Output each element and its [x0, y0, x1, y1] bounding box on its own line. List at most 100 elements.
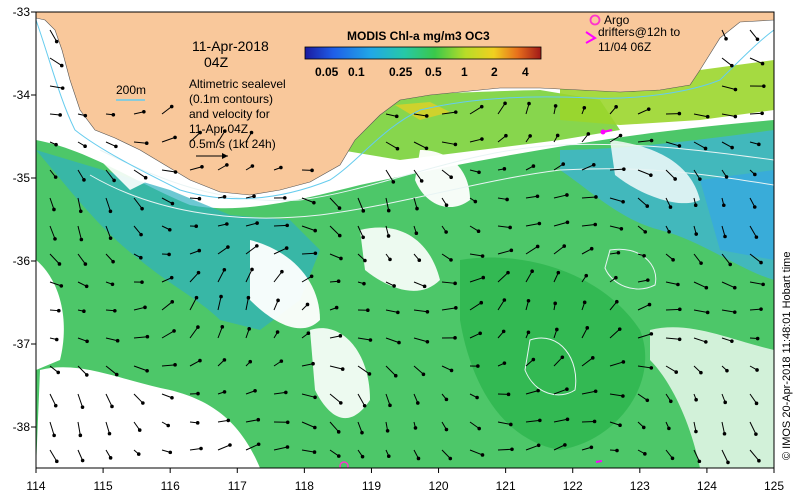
- velocity-arrow-head: [82, 309, 86, 314]
- velocity-arrow: [413, 197, 418, 209]
- velocity-arrow-head: [647, 302, 652, 307]
- velocity-arrow-head: [677, 144, 682, 148]
- velocity-arrow: [105, 365, 118, 375]
- velocity-arrow: [749, 421, 757, 435]
- velocity-arrow-head: [509, 422, 513, 427]
- sealevel-contours: [89, 143, 774, 396]
- velocity-arrow-head: [169, 104, 174, 109]
- velocity-arrow-head: [54, 39, 59, 44]
- velocity-arrow-head: [699, 261, 703, 265]
- x-axis: 114 115 116 117 118 119 120 121 122 123 124 125: [26, 468, 784, 493]
- velocity-arrow-head: [110, 404, 114, 409]
- velocity-arrow-head: [60, 86, 65, 90]
- colorbar-title: MODIS Chl-a mg/m3 OC3: [347, 29, 490, 43]
- velocity-arrow: [609, 361, 624, 367]
- velocity-arrow-head: [416, 401, 420, 405]
- velocity-arrow-head: [645, 398, 650, 403]
- velocity-arrow-head: [361, 235, 365, 240]
- velocity-arrow-head: [649, 366, 654, 370]
- velocity-arrow-head: [760, 111, 764, 116]
- velocity-arrow: [189, 448, 202, 451]
- velocity-arrow-head: [136, 452, 141, 456]
- velocity-arrow-head: [386, 208, 391, 213]
- velocity-arrow-head: [479, 104, 484, 109]
- velocity-arrow-head: [111, 112, 116, 117]
- velocity-arrow-head: [762, 84, 766, 88]
- velocity-arrow-head: [721, 203, 726, 208]
- velocity-arrow: [77, 393, 83, 408]
- velocity-arrow-head: [167, 252, 171, 257]
- velocity-arrow-head: [305, 302, 310, 307]
- velocity-arrow-head: [143, 305, 147, 310]
- velocity-arrow-head: [256, 417, 261, 422]
- velocity-arrow: [553, 245, 565, 255]
- velocity-arrow: [301, 197, 315, 204]
- velocity-arrow-head: [730, 63, 734, 68]
- velocity-arrow: [133, 197, 143, 209]
- velocity-arrow-head: [537, 221, 542, 226]
- y-axis: -33 -34 -35 -36 -37 -38: [13, 5, 36, 434]
- velocity-arrow-head: [142, 109, 146, 114]
- velocity-arrow-head: [222, 267, 227, 272]
- velocity-arrow-head: [730, 339, 734, 343]
- velocity-arrow: [581, 327, 588, 339]
- velocity-arrow-head: [198, 358, 202, 363]
- velocity-arrow: [469, 421, 480, 429]
- velocity-arrow-head: [699, 370, 703, 375]
- x-tick-label: 121: [496, 479, 516, 493]
- velocity-arrow-head: [449, 258, 453, 262]
- velocity-arrow: [105, 421, 110, 434]
- velocity-arrow: [749, 393, 757, 404]
- velocity-arrow: [525, 195, 538, 199]
- velocity-arrow: [609, 197, 624, 203]
- velocity-arrow: [133, 306, 146, 311]
- velocity-arrow-head: [642, 254, 646, 258]
- velocity-arrow-head: [621, 199, 625, 204]
- velocity-arrow: [161, 169, 176, 173]
- velocity-arrow-head: [582, 105, 587, 110]
- argo-label: Argo: [604, 13, 630, 27]
- velocity-arrow: [217, 444, 231, 451]
- velocity-arrow-head: [78, 209, 83, 214]
- velocity-arrow: [217, 246, 229, 255]
- drifter-text-1: drifters@12h to: [598, 25, 681, 39]
- velocity-arrow-head: [444, 427, 449, 432]
- velocity-arrow-head: [478, 331, 482, 336]
- velocity-arrow-head: [82, 178, 86, 182]
- velocity-arrow-head: [585, 326, 590, 330]
- velocity-arrow-head: [453, 142, 458, 147]
- velocity-arrow-head: [562, 244, 567, 248]
- velocity-arrow-head: [250, 267, 254, 272]
- velocity-arrow: [133, 365, 148, 372]
- velocity-arrow-head: [565, 220, 570, 225]
- velocity-arrow-head: [173, 135, 177, 140]
- velocity-arrow: [441, 307, 456, 311]
- velocity-arrow: [385, 113, 397, 117]
- velocity-arrow-head: [674, 370, 679, 374]
- velocity-arrow-head: [340, 367, 345, 371]
- velocity-arrow-head: [504, 133, 508, 138]
- velocity-arrow-head: [139, 232, 143, 237]
- velocity-arrow-head: [53, 237, 57, 241]
- velocity-arrow: [693, 337, 706, 343]
- velocity-arrow-head: [397, 340, 401, 345]
- velocity-arrow: [581, 224, 596, 227]
- velocity-arrow-head: [253, 388, 257, 393]
- velocity-arrow-head: [85, 339, 89, 344]
- velocity-arrow: [637, 393, 648, 401]
- velocity-arrow: [665, 169, 676, 180]
- velocity-arrow-head: [59, 63, 64, 68]
- velocity-arrow-head: [220, 325, 225, 329]
- velocity-arrow-head: [477, 426, 481, 431]
- velocity-arrow-head: [649, 332, 654, 336]
- velocity-arrow-head: [703, 146, 708, 151]
- velocity-arrow: [665, 141, 680, 147]
- velocity-arrow-head: [677, 111, 682, 116]
- velocity-arrow: [721, 225, 726, 237]
- velocity-arrow-head: [419, 179, 424, 183]
- velocity-arrow: [497, 249, 512, 255]
- velocity-arrow-head: [166, 423, 171, 428]
- velocity-arrow-head: [226, 245, 230, 249]
- velocity-arrow: [161, 136, 176, 143]
- velocity-arrow-head: [137, 428, 142, 432]
